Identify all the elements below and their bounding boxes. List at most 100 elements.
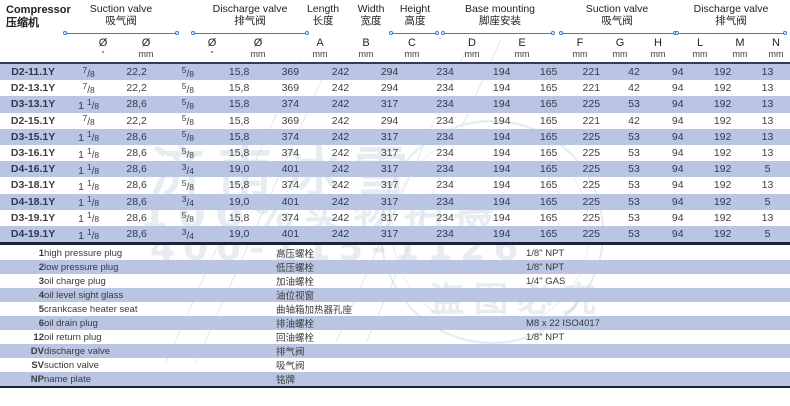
legend-row[interactable]: 4 oil level sight glass 油位视窗: [0, 288, 790, 303]
legend-row[interactable]: 3 oil charge plug 加油螺栓 1/4" GAS: [0, 274, 790, 289]
symbol-glyph: G: [615, 37, 625, 49]
table-row[interactable]: D3-18.1Y 1 1/8 28,6 5/8 15,8 374 242 317 234 194 1…: [0, 177, 790, 193]
legend-label-en: oil return plug: [44, 331, 102, 343]
cell-discharge-mm: 15,8: [228, 114, 250, 127]
cell-m: 192: [713, 211, 732, 224]
cell-g: 221: [582, 82, 601, 95]
cell-m: 192: [713, 114, 732, 127]
legend-key: 4: [38, 289, 44, 301]
rule-endpoint-right: [305, 31, 309, 35]
cell-f: 165: [539, 114, 558, 127]
table-row[interactable]: D3-15.1Y 1 1/8 28,6 5/8 15,8 374 242 317 234 194 1…: [0, 128, 790, 145]
header-group-0: Suction valve 吸气阀: [62, 3, 180, 27]
table-row[interactable]: D3-13.1Y 1 1/8 28,6 5/8 15,8 374 242 317 234 194 1…: [0, 96, 790, 113]
table-row[interactable]: D2-13.1Y 7/8 22,2 5/8 15,8 369 242 294 234 194 165…: [0, 80, 790, 96]
rule-bar: [66, 33, 176, 35]
cell-m: 192: [713, 163, 732, 176]
cell-c: 317: [380, 227, 399, 240]
cell-f: 165: [539, 179, 558, 192]
cell-suction-inch: 1 1/8: [78, 97, 100, 112]
legend-spec: 1/8" NPT: [526, 331, 565, 343]
cell-discharge-mm: 15,8: [228, 82, 250, 95]
cell-a: 401: [281, 163, 300, 176]
cell-discharge-inch: 5/8: [181, 178, 194, 193]
table-row[interactable]: D4-18.1Y 1 1/8 28,6 3/4 19,0 401 242 317 234 194 1…: [0, 193, 790, 210]
cell-a: 374: [281, 147, 300, 160]
table-row[interactable]: D4-19.1Y 1 1/8 28,6 3/4 19,0 401 242 317 234 194 1…: [0, 225, 790, 243]
cell-discharge-inch: 5/8: [181, 80, 194, 96]
legend-label-en: oil level sight glass: [44, 289, 124, 301]
cell-a: 401: [281, 195, 300, 208]
cell-c: 317: [380, 179, 399, 192]
table-row[interactable]: D2-15.1Y 7/8 22,2 5/8 15,8 369 242 294 234 194 165…: [0, 113, 790, 129]
cell-g: 225: [582, 147, 601, 160]
legend-row[interactable]: 12 oil return plug 回油螺栓 1/8" NPT: [0, 330, 790, 345]
cell-suction-mm: 28,6: [126, 130, 147, 143]
legend-label-cn: 高压螺栓: [276, 249, 315, 261]
symbol-glyph: Ø: [98, 37, 108, 49]
table-row[interactable]: D3-16.1Y 1 1/8 28,6 5/8 15,8 374 242 317 234 194 1…: [0, 145, 790, 161]
cell-l: 94: [671, 147, 684, 160]
cell-c: 294: [380, 82, 399, 95]
cell-e: 194: [492, 114, 511, 127]
legend-label-en: high pressure plug: [44, 247, 123, 259]
rule-bar: [194, 33, 306, 35]
legend-row[interactable]: SV suction valve 吸气阀: [0, 358, 790, 373]
cell-n: 13: [761, 114, 774, 127]
cell-e: 194: [492, 147, 511, 160]
legend-key: 1: [38, 247, 44, 259]
header-group-label-cn: 长度: [312, 15, 334, 27]
legend-row[interactable]: 2 low pressure plug 低压螺栓 1/8" NPT: [0, 260, 790, 275]
rule-endpoint-right: [783, 31, 787, 35]
header-group-3: Width 宽度: [348, 3, 394, 27]
cell-f: 165: [539, 130, 558, 143]
cell-f: 165: [539, 98, 558, 111]
cell-b: 242: [331, 163, 350, 176]
cell-l: 94: [671, 82, 684, 95]
legend-label-cn: 铭牌: [276, 375, 296, 387]
cell-f: 165: [539, 227, 558, 240]
cell-suction-inch: 7/8: [82, 80, 95, 96]
legend-row[interactable]: NP name plate 铭牌: [0, 372, 790, 387]
rule-bar: [562, 33, 674, 35]
cell-g: 225: [582, 163, 601, 176]
legend-row[interactable]: 6 oil drain plug 排油螺栓 M8 x 22 ISO4017: [0, 316, 790, 331]
legend-row[interactable]: 5 crankcase heater seat 曲轴箱加热器孔座: [0, 302, 790, 317]
symbol-unit: mm: [768, 49, 784, 59]
cell-e: 194: [492, 179, 511, 192]
symbol-unit: mm: [404, 49, 420, 59]
cell-h: 53: [628, 98, 640, 111]
symbol-unit: mm: [612, 49, 628, 59]
cell-h: 53: [628, 195, 640, 208]
symbol-glyph: E: [518, 37, 526, 49]
cell-c: 317: [380, 147, 399, 160]
cell-suction-inch: 1 1/8: [78, 145, 100, 161]
table-row[interactable]: D3-19.1Y 1 1/8 28,6 5/8 15,8 374 242 317 234 194 1…: [0, 210, 790, 226]
cell-e: 194: [492, 98, 511, 111]
legend-row[interactable]: DV discharge valve 排气阀: [0, 344, 790, 359]
table-header: Compressor 压缩机 Suction valve 吸气阀 Discharge…: [0, 0, 790, 66]
cell-a: 369: [281, 66, 300, 79]
rule-endpoint-right: [551, 31, 555, 35]
legend-key: DV: [30, 345, 44, 357]
cell-suction-mm: 22,2: [126, 66, 147, 79]
cell-m: 192: [713, 66, 732, 79]
cell-e: 194: [492, 227, 511, 240]
header-symbol-dia-2: Ø ": [192, 38, 232, 60]
legend-row[interactable]: 1 high pressure plug 高压螺栓 1/8" NPT: [0, 246, 790, 261]
symbol-glyph: C: [408, 37, 416, 49]
cell-discharge-inch: 5/8: [181, 145, 194, 161]
cell-b: 242: [331, 130, 350, 143]
cell-discharge-mm: 19,0: [228, 227, 250, 240]
table-row[interactable]: D4-16.1Y 1 1/8 28,6 3/4 19,0 401 242 317 234 194 1…: [0, 161, 790, 178]
cell-a: 374: [281, 130, 300, 143]
cell-d: 234: [436, 98, 454, 111]
table-row[interactable]: D2-11.1Y 7/8 22,2 5/8 15,8 369 242 294 234 194 165…: [0, 64, 790, 81]
cell-b: 242: [331, 98, 350, 111]
cell-n: 13: [761, 179, 774, 192]
cell-c: 294: [380, 66, 399, 79]
cell-f: 165: [539, 82, 558, 95]
